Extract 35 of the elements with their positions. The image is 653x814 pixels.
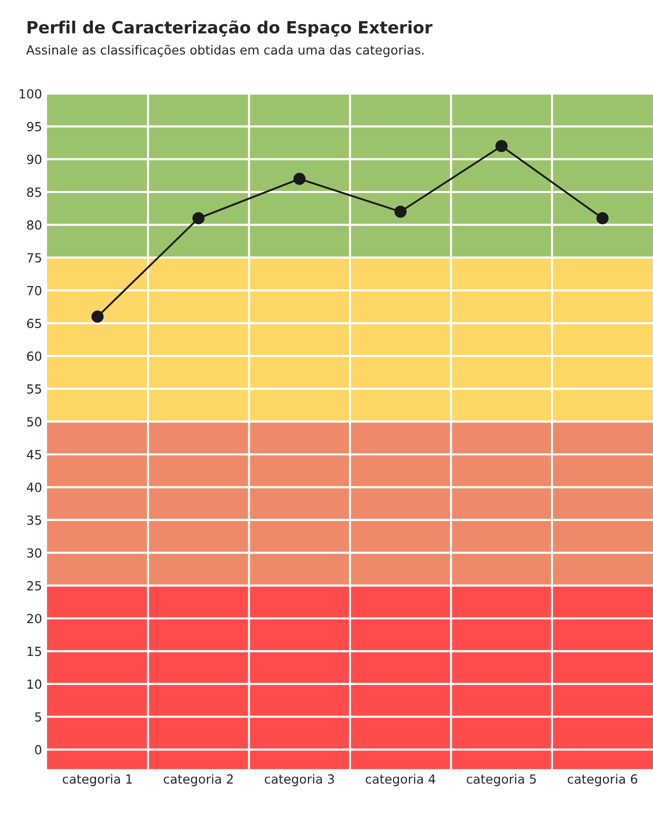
y-tick-label: 100 [20,89,42,99]
point [91,310,104,323]
x-tick-label: categoria 5 [466,774,536,786]
point [394,206,407,218]
x-tick-label: categoria 1 [62,774,132,786]
y-tick-label: 95 [27,122,42,132]
point [596,212,609,224]
chart-subtitle: Assinale as classificações obtidas em cada uma das categorias. [26,44,424,58]
y-tick-label: 45 [26,450,42,460]
y-tick-label: 20 [27,614,42,624]
y-tick-label: 70 [27,286,42,296]
x-tick-label: categoria 3 [264,774,334,786]
y-tick-label: 55 [27,384,42,394]
y-tick-label: 0 [35,745,42,754]
x-tick-label: categoria 6 [568,774,638,786]
y-tick-label: 10 [28,679,42,689]
y-tick-label: 5 [35,712,42,722]
y-tick-label: 15 [28,646,42,656]
point [495,140,508,152]
x-tick-label: categoria 2 [164,774,233,786]
y-tick-label: 25 [27,581,42,590]
y-tick-label: 85 [27,187,42,197]
y-tick-label: 40 [26,482,42,492]
y-tick-label: 80 [27,220,42,230]
y-tick-label: 35 [27,515,42,525]
y-tick-label: 50 [27,417,42,427]
y-tick-label: 75 [27,253,42,263]
chart-title: Perfil de Caracterização do Espaço Exterior [28,20,432,37]
y-tick-label: 90 [27,154,42,164]
y-tick-label: 30 [27,548,42,558]
x-tick-label: categoria 4 [366,774,436,786]
point [192,212,205,224]
y-tick-label: 60 [27,351,42,361]
y-tick-label: 65 [27,318,42,328]
point [293,172,306,185]
